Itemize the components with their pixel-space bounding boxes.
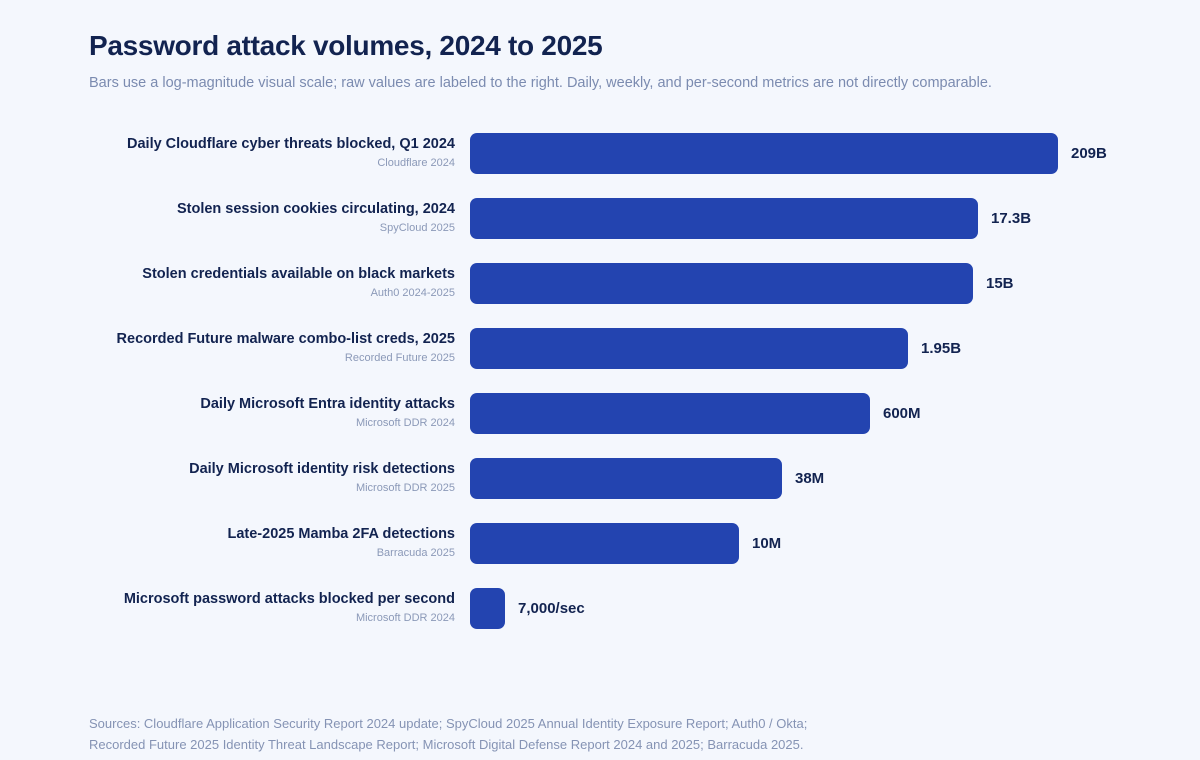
bar xyxy=(470,588,505,629)
bar xyxy=(470,198,978,239)
chart-row: Daily Cloudflare cyber threats blocked, … xyxy=(0,133,1200,198)
bar-value-label: 17.3B xyxy=(991,210,1032,227)
bar-value-label: 10M xyxy=(752,535,782,552)
bar xyxy=(470,393,870,434)
bar-value-label: 1.95B xyxy=(921,340,962,357)
row-label-group: Stolen session cookies circulating, 2024… xyxy=(0,198,455,236)
chart-row: Stolen credentials available on black ma… xyxy=(0,263,1200,328)
chart-row: Late-2025 Mamba 2FA detections Barracuda … xyxy=(0,523,1200,588)
bar-value-label: 209B xyxy=(1071,145,1107,162)
category-source: Barracuda 2025 xyxy=(376,547,455,559)
chart-row: Stolen session cookies circulating, 2024… xyxy=(0,198,1200,263)
bar xyxy=(470,328,908,369)
bar-area: 17.3B xyxy=(470,198,1200,239)
bar-value-label: 15B xyxy=(986,275,1014,292)
sources-line-2: Recorded Future 2025 Identity Threat Lan… xyxy=(89,737,804,752)
category-label: Microsoft password attacks blocked per s… xyxy=(123,591,455,607)
category-source: Microsoft DDR 2024 xyxy=(355,417,455,429)
category-source: Microsoft DDR 2025 xyxy=(355,482,455,494)
category-label: Stolen credentials available on black ma… xyxy=(142,266,455,282)
sources-line-1: Sources: Cloudflare Application Security… xyxy=(89,716,808,731)
row-label-group: Stolen credentials available on black ma… xyxy=(0,263,455,301)
category-source: Auth0 2024-2025 xyxy=(370,287,455,299)
bar-value-label: 7,000/sec xyxy=(518,600,585,617)
bar-value-label: 600M xyxy=(883,405,921,422)
row-label-group: Daily Microsoft identity risk detections… xyxy=(0,458,455,496)
bar-area: 7,000/sec xyxy=(470,588,1200,629)
bar xyxy=(470,263,973,304)
bar xyxy=(470,458,782,499)
row-label-group: Late-2025 Mamba 2FA detections Barracuda … xyxy=(0,523,455,561)
category-label: Stolen session cookies circulating, 2024 xyxy=(176,201,455,217)
category-label: Daily Microsoft identity risk detections xyxy=(189,461,455,477)
row-label-group: Recorded Future malware combo-list creds… xyxy=(0,328,455,366)
category-label: Recorded Future malware combo-list creds… xyxy=(116,331,455,347)
chart-row: Microsoft password attacks blocked per s… xyxy=(0,588,1200,653)
chart-row: Daily Microsoft Entra identity attacks Mi… xyxy=(0,393,1200,458)
bar-area: 38M xyxy=(470,458,1200,499)
bar-area: 600M xyxy=(470,393,1200,434)
row-label-group: Daily Cloudflare cyber threats blocked, … xyxy=(0,133,455,171)
page-title: Password attack volumes, 2024 to 2025 xyxy=(89,30,603,61)
category-label: Daily Microsoft Entra identity attacks xyxy=(200,396,455,412)
sources-footer: Sources: Cloudflare Application Security… xyxy=(89,713,1129,755)
bar-area: 15B xyxy=(470,263,1200,304)
bar-area: 209B xyxy=(470,133,1200,174)
bar-area: 10M xyxy=(470,523,1200,564)
category-label: Daily Cloudflare cyber threats blocked, … xyxy=(127,136,455,152)
bar-area: 1.95B xyxy=(470,328,1200,369)
bar xyxy=(470,133,1058,174)
category-label: Late-2025 Mamba 2FA detections xyxy=(227,526,455,542)
chart-header: Password attack volumes, 2024 to 2025 Ba… xyxy=(89,27,1119,93)
bar-value-label: 38M xyxy=(795,470,825,487)
chart-row: Recorded Future malware combo-list creds… xyxy=(0,328,1200,393)
category-source: Cloudflare 2024 xyxy=(377,157,455,169)
category-source: Recorded Future 2025 xyxy=(344,352,455,364)
row-label-group: Daily Microsoft Entra identity attacks Mi… xyxy=(0,393,455,431)
category-source: SpyCloud 2025 xyxy=(379,222,455,234)
bar xyxy=(470,523,739,564)
chart-row: Daily Microsoft identity risk detections… xyxy=(0,458,1200,523)
row-label-group: Microsoft password attacks blocked per s… xyxy=(0,588,455,626)
category-source: Microsoft DDR 2024 xyxy=(355,612,455,624)
chart-subtitle: Bars use a log-magnitude visual scale; r… xyxy=(89,75,992,91)
bar-chart: Daily Cloudflare cyber threats blocked, … xyxy=(0,133,1200,653)
